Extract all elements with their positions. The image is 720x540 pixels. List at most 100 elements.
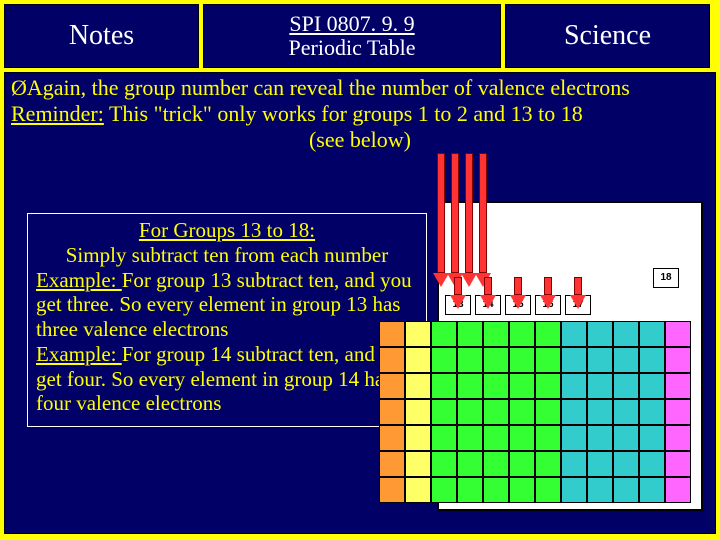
small-arrow-15 [510, 277, 526, 309]
example-label-1: Example: [36, 268, 122, 292]
element-cell [431, 451, 457, 477]
intro-line1-text: Again, the group number can reveal the n… [27, 75, 630, 100]
element-cell [665, 373, 691, 399]
element-cell [509, 321, 535, 347]
header-science: Science [505, 4, 710, 68]
element-cell [431, 373, 457, 399]
element-cell [405, 425, 431, 451]
body-panel: ØAgain, the group number can reveal the … [4, 72, 716, 534]
element-cell [457, 399, 483, 425]
element-cell [483, 347, 509, 373]
element-cell [509, 373, 535, 399]
element-cell [639, 373, 665, 399]
periodic-table-graphic: 181314151617 [437, 201, 703, 511]
element-cell [613, 347, 639, 373]
example-label-2: Example: [36, 342, 122, 366]
element-cell [665, 347, 691, 373]
intro-line2: Reminder: This "trick" only works for gr… [11, 101, 709, 127]
card-sub: Simply subtract ten from each number [36, 243, 418, 268]
element-cell [379, 425, 405, 451]
element-cell [457, 425, 483, 451]
small-arrow-13 [450, 277, 466, 309]
element-cell [561, 399, 587, 425]
element-cell [587, 321, 613, 347]
element-cell [431, 347, 457, 373]
element-cell [379, 451, 405, 477]
element-cell [587, 373, 613, 399]
element-cell [457, 347, 483, 373]
element-cell [613, 425, 639, 451]
element-cell [639, 347, 665, 373]
element-cell [665, 321, 691, 347]
element-cell [613, 321, 639, 347]
group-label-18: 18 [653, 268, 679, 288]
element-cell [379, 373, 405, 399]
header-notes: Notes [4, 4, 199, 68]
element-cell [483, 399, 509, 425]
element-cell [379, 399, 405, 425]
element-cell [405, 451, 431, 477]
element-cell [405, 399, 431, 425]
element-cell [535, 451, 561, 477]
small-arrow-16 [540, 277, 556, 309]
bullet-glyph: Ø [11, 75, 27, 100]
intro-line3: (see below) [11, 127, 709, 153]
card-ex1: Example: For group 13 subtract ten, and … [36, 268, 418, 342]
slide-frame: Notes SPI 0807. 9. 9 Periodic Table Scie… [0, 0, 720, 540]
element-cell [457, 451, 483, 477]
big-arrow-3 [475, 153, 491, 287]
element-cell [665, 399, 691, 425]
element-cell [509, 477, 535, 503]
element-cell [587, 451, 613, 477]
groups-card: For Groups 13 to 18: Simply subtract ten… [27, 213, 427, 427]
header-row: Notes SPI 0807. 9. 9 Periodic Table Scie… [4, 4, 716, 68]
pt-canvas: 181314151617 [439, 203, 701, 509]
header-title: SPI 0807. 9. 9 Periodic Table [203, 4, 501, 68]
element-cell [561, 373, 587, 399]
element-cell [457, 373, 483, 399]
element-cell [587, 425, 613, 451]
element-cell [639, 451, 665, 477]
element-cell [509, 451, 535, 477]
small-arrow-14 [480, 277, 496, 309]
element-cell [665, 451, 691, 477]
element-cell [405, 321, 431, 347]
element-cell [431, 399, 457, 425]
element-cell [561, 321, 587, 347]
element-cell [665, 425, 691, 451]
element-cell [431, 425, 457, 451]
element-cell [561, 477, 587, 503]
element-cell [561, 425, 587, 451]
element-cell [587, 347, 613, 373]
element-cell [405, 477, 431, 503]
element-cell [379, 347, 405, 373]
element-cell [457, 477, 483, 503]
element-cell [639, 477, 665, 503]
card-ex2: Example: For group 14 subtract ten, and … [36, 342, 418, 416]
element-cell [483, 373, 509, 399]
element-cell [509, 347, 535, 373]
element-cell [431, 477, 457, 503]
element-cell [483, 451, 509, 477]
element-cell [561, 347, 587, 373]
element-cell [483, 425, 509, 451]
element-cell [639, 399, 665, 425]
element-cell [665, 477, 691, 503]
card-title: For Groups 13 to 18: [36, 218, 418, 243]
element-cell [535, 425, 561, 451]
reminder-label: Reminder: [11, 101, 104, 126]
element-cell [535, 373, 561, 399]
element-cell [379, 321, 405, 347]
element-cell [457, 321, 483, 347]
element-cell [639, 321, 665, 347]
element-cell [613, 451, 639, 477]
element-cell [639, 425, 665, 451]
intro-line2-rest: This "trick" only works for groups 1 to … [104, 101, 583, 126]
element-cell [431, 321, 457, 347]
element-cell [509, 399, 535, 425]
element-cell [405, 373, 431, 399]
element-cell [483, 477, 509, 503]
element-cell [483, 321, 509, 347]
small-arrow-17 [570, 277, 586, 309]
element-cell [613, 373, 639, 399]
